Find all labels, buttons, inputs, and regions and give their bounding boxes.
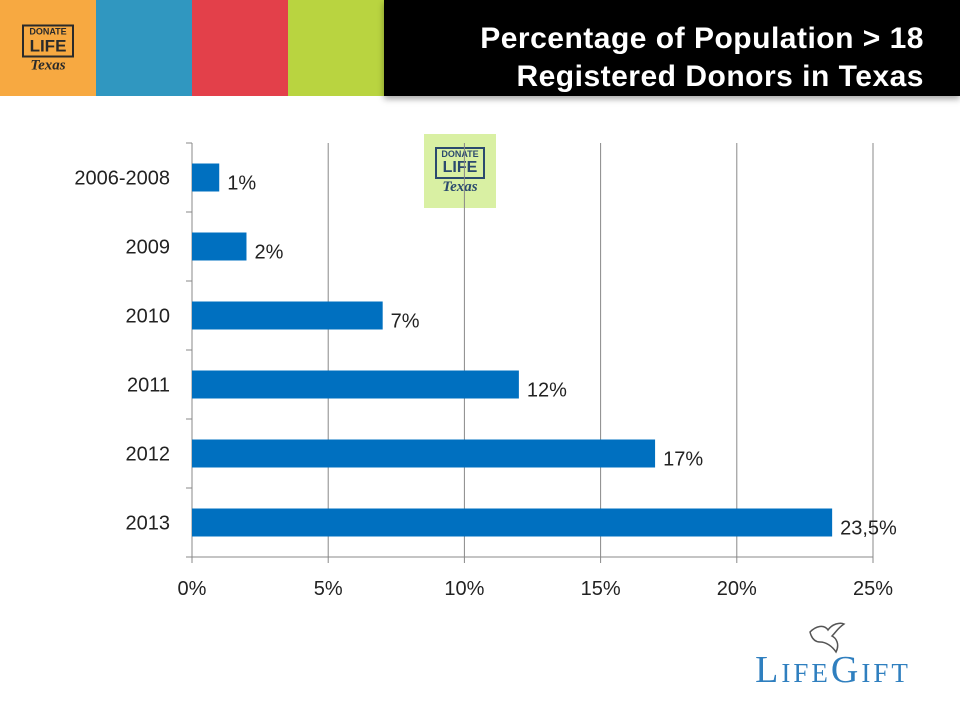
dove-icon — [809, 622, 846, 654]
x-tick-label-4: 20% — [717, 578, 757, 600]
logo-text-texas: Texas — [30, 57, 66, 74]
bar-0 — [192, 163, 220, 192]
logo-text-donate: DONATE — [22, 24, 74, 38]
bar-4 — [192, 439, 656, 468]
header: DONATE LIFE Texas Percentage of Populati… — [0, 0, 960, 96]
data-label-1: 2% — [254, 242, 283, 264]
x-tick-label-2: 10% — [444, 578, 484, 600]
data-label-2: 7% — [391, 311, 420, 333]
donate-life-texas-chart-logo: DONATE LIFE Texas — [424, 134, 496, 208]
bar-1 — [192, 232, 247, 261]
x-tick-label-1: 5% — [314, 578, 343, 600]
data-label-0: 1% — [227, 173, 256, 195]
category-label-2: 2010 — [126, 306, 171, 328]
data-label-3: 12% — [527, 380, 567, 402]
color-block-red — [192, 0, 288, 96]
chart-logo-text-donate: DONATE — [435, 147, 485, 160]
lifegift-wordmark: LifeGift — [755, 649, 911, 691]
category-label-1: 2009 — [126, 237, 171, 259]
bar-3 — [192, 370, 519, 399]
donate-life-texas-logo: DONATE LIFE Texas — [22, 16, 74, 82]
category-label-0: 2006-2008 — [74, 168, 170, 190]
title-box: Percentage of Population > 18 Registered… — [384, 0, 960, 96]
logo-text-life: LIFE — [22, 37, 74, 58]
chart-logo-text-texas: Texas — [442, 179, 478, 195]
data-label-4: 17% — [663, 449, 703, 471]
x-tick-label-5: 25% — [853, 578, 893, 600]
category-label-3: 2011 — [127, 375, 170, 397]
category-label-5: 2013 — [126, 513, 171, 535]
color-block-blue — [96, 0, 192, 96]
chart-logo-text-life: LIFE — [435, 160, 485, 179]
bar-2 — [192, 301, 383, 330]
category-label-4: 2012 — [126, 444, 171, 466]
color-block-green — [288, 0, 384, 96]
x-tick-label-3: 15% — [581, 578, 621, 600]
lifegift-logo: LifeGift — [728, 620, 938, 700]
page-title-line2: Registered Donors in Texas — [516, 60, 924, 93]
page-title-line1: Percentage of Population > 18 — [480, 22, 924, 55]
color-block-orange — [0, 0, 96, 96]
x-tick-label-0: 0% — [178, 578, 207, 600]
data-label-5: 23,5% — [840, 518, 897, 540]
bar-5 — [192, 508, 833, 537]
